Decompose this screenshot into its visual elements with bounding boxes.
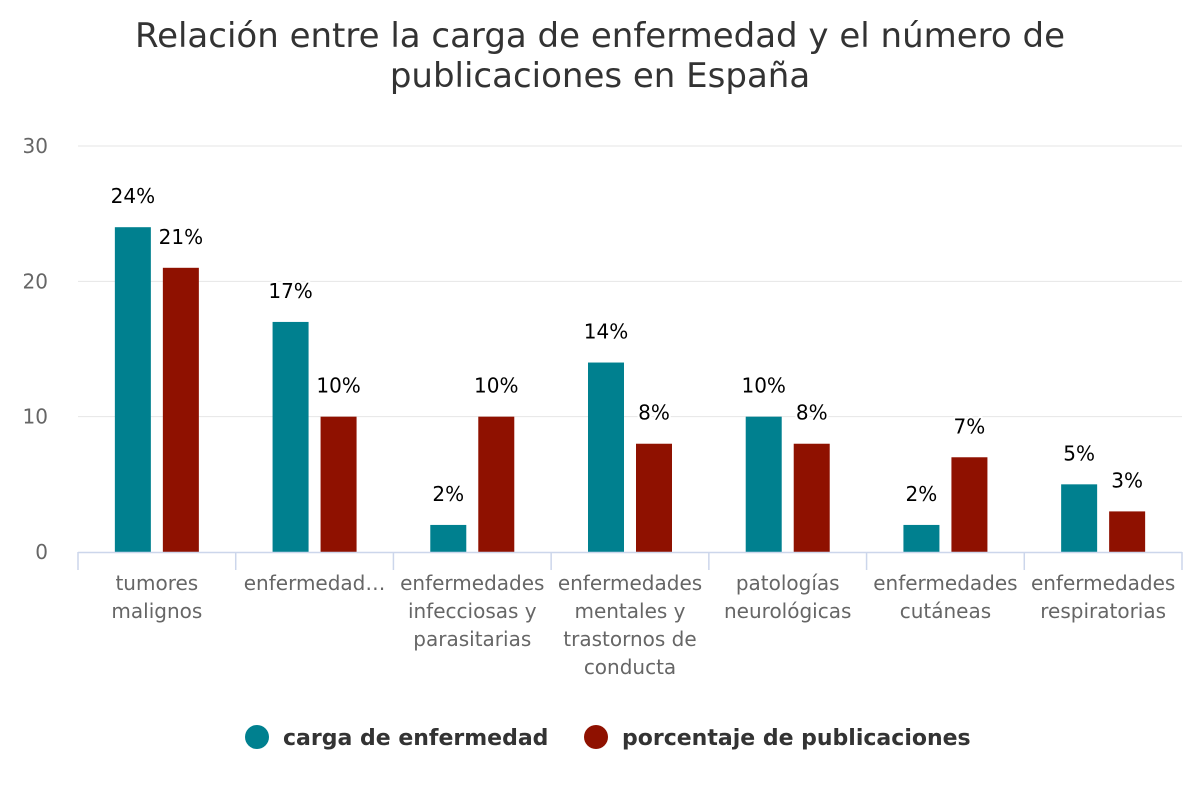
data-labels: 24% 17% 2% 14% 10% 2% 5% 21% 10% 10% 8% 8% 7% 3% [109, 182, 1145, 508]
data-label: 10% [474, 374, 518, 398]
bars [114, 227, 1146, 552]
bar-carga[interactable] [114, 227, 151, 552]
x-category-label-line: trastornos de [563, 627, 696, 651]
x-category-label-line: neurológicas [724, 599, 851, 623]
data-label: 14% [584, 320, 628, 344]
bar-publicaciones[interactable] [951, 457, 988, 552]
x-category-label-line: enfermedades [873, 571, 1017, 595]
data-label: 8% [638, 401, 670, 425]
legend[interactable]: carga de enfermedad porcentaje de publica… [245, 725, 971, 751]
bar-carga[interactable] [430, 524, 467, 552]
x-category-label: patologías neurológicas [724, 571, 851, 623]
bar-carga[interactable] [272, 321, 309, 552]
data-label: 2% [906, 482, 938, 506]
data-label: 2% [432, 482, 464, 506]
chart-title-line: publicaciones en España [390, 56, 810, 96]
data-label: 17% [268, 279, 312, 303]
data-label: 21% [159, 225, 203, 249]
legend-label: carga de enfermedad [283, 726, 548, 751]
x-category-label-line: patologías [736, 571, 840, 595]
legend-label: porcentaje de publicaciones [622, 726, 971, 751]
data-label: 3% [1111, 468, 1143, 492]
legend-symbol [245, 725, 269, 749]
bar-carga[interactable] [903, 524, 940, 552]
bar-publicaciones[interactable] [320, 416, 357, 552]
x-category-label-line: cutáneas [900, 599, 991, 623]
x-category-label: enfermedades mentales y trastornos de condu… [558, 571, 702, 679]
chart-title-line: Relación entre la carga de enfermedad y … [135, 16, 1065, 56]
bar-carga[interactable] [1061, 484, 1098, 552]
y-tick-label: 10 [23, 405, 48, 429]
axes: 0 10 20 30 tumores malignos enfermedad… enferme… [23, 134, 1183, 679]
data-label: 10% [316, 374, 360, 398]
x-category-label: enfermedades respiratorias [1031, 571, 1175, 623]
x-category-label: enfermedades infecciosas y parasitarias [400, 571, 544, 651]
x-category-label-line: enfermedad… [244, 571, 386, 595]
data-label: 5% [1063, 441, 1095, 465]
legend-item-carga[interactable]: carga de enfermedad [245, 725, 548, 751]
bar-publicaciones[interactable] [636, 443, 672, 552]
x-category-label: tumores malignos [111, 571, 202, 623]
bar-carga[interactable] [745, 416, 782, 552]
chart-title: Relación entre la carga de enfermedad y … [135, 16, 1065, 96]
bar-publicaciones[interactable] [1109, 511, 1146, 552]
data-label: 10% [741, 374, 785, 398]
data-label: 8% [796, 401, 828, 425]
bar-publicaciones[interactable] [793, 443, 830, 552]
x-category-label-line: infecciosas y [408, 599, 537, 623]
x-category-label-line: mentales y [574, 599, 685, 623]
y-tick-label: 30 [23, 134, 48, 158]
x-category-label-line: enfermedades [1031, 571, 1175, 595]
data-label: 24% [111, 184, 155, 208]
legend-item-publicaciones[interactable]: porcentaje de publicaciones [584, 725, 971, 751]
x-category-label: enfermedades cutáneas [873, 571, 1017, 623]
bar-publicaciones[interactable] [478, 416, 515, 552]
x-category-label-line: enfermedades [558, 571, 702, 595]
x-category-label-line: malignos [111, 599, 202, 623]
x-category-label-line: respiratorias [1040, 599, 1166, 623]
y-tick-label: 20 [23, 269, 48, 293]
legend-symbol [584, 725, 608, 749]
gridlines [78, 145, 1182, 418]
y-tick-label: 0 [35, 540, 48, 564]
x-category-label-line: enfermedades [400, 571, 544, 595]
x-category-label-line: tumores [115, 571, 198, 595]
x-category-label-line: parasitarias [413, 627, 531, 651]
bar-publicaciones[interactable] [162, 267, 199, 552]
x-category-label: enfermedad… [244, 571, 386, 595]
x-category-label-line: conducta [584, 655, 676, 679]
data-label: 7% [954, 414, 986, 438]
bar-carga[interactable] [588, 362, 624, 552]
